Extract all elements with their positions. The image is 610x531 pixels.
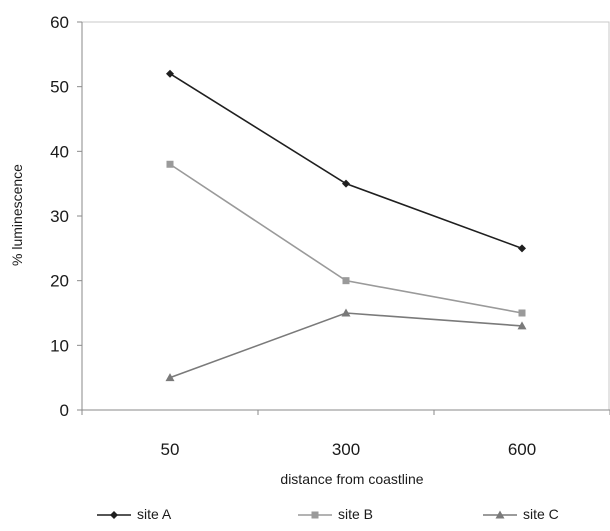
data-point-site-c: [165, 373, 175, 382]
data-point-site-c: [341, 308, 351, 317]
y-tick-label: 40: [50, 142, 69, 161]
legend-label-site-b: site B: [338, 506, 373, 522]
x-tick-label: 50: [161, 440, 180, 459]
data-point-site-c: [517, 321, 527, 330]
y-tick-label: 30: [50, 207, 69, 226]
y-tick-label: 20: [50, 272, 69, 291]
series-line-site-a: [169, 73, 523, 250]
plot-area: [81, 21, 610, 411]
legend-label-site-c: site C: [523, 506, 559, 522]
legend-marker-site-b: [311, 511, 319, 519]
y-tick-label: 10: [50, 336, 69, 355]
data-point-site-a: [518, 244, 526, 253]
data-point-site-a: [342, 179, 350, 188]
legend-label-site-a: site A: [137, 506, 172, 522]
legend-marker-site-c: [495, 510, 505, 519]
x-tick-label: 300: [332, 440, 360, 459]
data-point-site-a: [166, 69, 174, 78]
data-point-site-b: [342, 277, 350, 285]
x-axis-title: distance from coastline: [280, 471, 423, 487]
legend-marker-site-a: [110, 511, 118, 519]
y-tick-label: 0: [60, 401, 69, 420]
y-axis-title: % luminescence: [9, 164, 25, 266]
x-tick-label: 600: [508, 440, 536, 459]
series-line-site-c: [169, 312, 523, 379]
data-point-site-b: [166, 160, 174, 168]
y-tick-label: 50: [50, 78, 69, 97]
y-tick-label: 60: [50, 13, 69, 32]
data-point-site-b: [518, 309, 526, 317]
